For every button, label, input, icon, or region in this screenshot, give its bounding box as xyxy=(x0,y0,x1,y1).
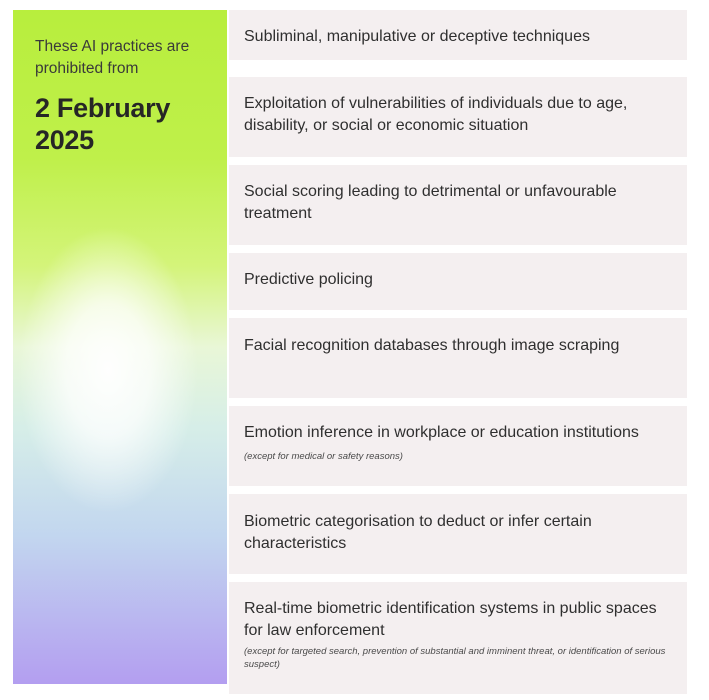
practice-item: Facial recognition databases through ima… xyxy=(229,318,687,398)
practice-text: Biometric categorisation to deduct or in… xyxy=(244,513,592,552)
practice-item: Predictive policing xyxy=(229,253,687,310)
intro-text: These AI practices are prohibited from xyxy=(35,38,190,77)
practice-text: Facial recognition databases through ima… xyxy=(244,337,620,354)
practice-item: Exploitation of vulnerabilities of indiv… xyxy=(229,77,687,157)
date-panel: These AI practices are prohibited from 2… xyxy=(13,10,227,684)
practice-text: Predictive policing xyxy=(244,271,373,288)
practice-note: (except for targeted search, prevention … xyxy=(244,646,666,670)
practice-item: Real-time biometric identification syste… xyxy=(229,582,687,694)
practice-item: Subliminal, manipulative or deceptive te… xyxy=(229,10,687,60)
practice-item: Social scoring leading to detrimental or… xyxy=(229,165,687,245)
practice-item: Emotion inference in workplace or educat… xyxy=(229,406,687,486)
effective-date: 2 February 2025 xyxy=(35,93,171,155)
practice-text: Social scoring leading to detrimental or… xyxy=(244,183,617,222)
practice-item: Biometric categorisation to deduct or in… xyxy=(229,494,687,574)
practice-text: Emotion inference in workplace or educat… xyxy=(244,424,639,462)
practice-note: (except for medical or safety reasons) xyxy=(244,451,403,462)
practice-text: Subliminal, manipulative or deceptive te… xyxy=(244,28,590,45)
practice-text: Exploitation of vulnerabilities of indiv… xyxy=(244,95,628,134)
practice-text: Real-time biometric identification syste… xyxy=(244,600,657,639)
